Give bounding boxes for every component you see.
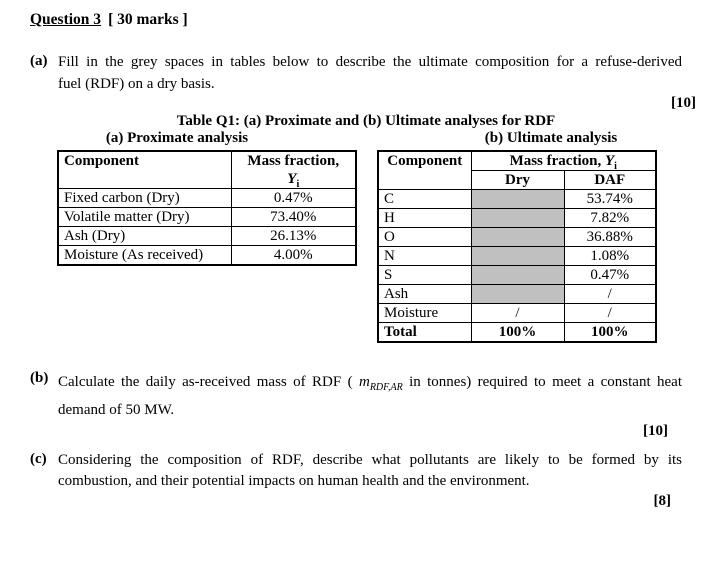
ultimate-component-cell: Moisture bbox=[377, 303, 472, 323]
yi-symbol: Y bbox=[287, 171, 297, 187]
ultimate-header-row-2: Dry DAF bbox=[378, 170, 657, 190]
question-heading: Question 3 [ 30 marks ] bbox=[30, 11, 188, 29]
ultimate-component-cell: O bbox=[377, 227, 472, 247]
mass-flow-subscript: RDF,AR bbox=[369, 382, 403, 393]
table-row: Fixed carbon (Dry) 0.47% bbox=[57, 188, 357, 208]
grey-fill-cell bbox=[470, 208, 565, 228]
mass-flow-symbol: m bbox=[358, 374, 370, 390]
part-b-line2: demand of 50 MW. bbox=[58, 402, 175, 418]
ultimate-component-cell: S bbox=[377, 265, 472, 285]
question-total-marks: [ 30 marks ] bbox=[108, 11, 188, 28]
table-row: S 0.47% bbox=[377, 265, 657, 285]
part-a-text: Fill in the grey spaces in tables below … bbox=[58, 51, 682, 95]
ultimate-component-cell: Ash bbox=[377, 284, 472, 304]
part-b-text: Calculate the daily as-received mass of … bbox=[58, 368, 682, 424]
part-c-line2: combustion, and their potential impacts … bbox=[58, 473, 530, 489]
table-row: Ash (Dry) 26.13% bbox=[57, 226, 357, 246]
yi-subscript: i bbox=[296, 179, 300, 190]
ultimate-daf-cell: 0.47% bbox=[563, 265, 657, 285]
ultimate-header-mass-fraction-text: Mass fraction, bbox=[509, 153, 605, 169]
table-row: Ash / bbox=[377, 284, 657, 304]
table-row: N 1.08% bbox=[377, 246, 657, 266]
ultimate-header-row-1: Component Mass fraction, Yi bbox=[377, 150, 657, 190]
grey-fill-cell bbox=[470, 189, 565, 209]
part-a-label: (a) bbox=[30, 53, 48, 69]
part-b-marks: [10] bbox=[643, 423, 668, 439]
grey-fill-cell bbox=[470, 284, 565, 304]
proximate-header-mass-fraction: Mass fraction, Yi bbox=[230, 150, 357, 190]
ultimate-daf-cell: / bbox=[563, 284, 657, 304]
grey-fill-cell bbox=[470, 227, 565, 247]
proximate-component-cell: Fixed carbon (Dry) bbox=[57, 188, 232, 208]
part-a-line1: Fill in the grey spaces in tables below … bbox=[58, 54, 682, 70]
table-row: Moisture (As received) 4.00% bbox=[57, 245, 357, 266]
proximate-component-cell: Volatile matter (Dry) bbox=[57, 207, 232, 227]
proximate-component-cell: Moisture (As received) bbox=[57, 245, 232, 266]
ultimate-daf-cell: / bbox=[563, 303, 657, 323]
proximate-header-row: Component Mass fraction, Yi bbox=[57, 150, 357, 190]
ultimate-daf-cell: 1.08% bbox=[563, 246, 657, 266]
table-row: O 36.88% bbox=[377, 227, 657, 247]
part-b-text-before-math: Calculate the daily as-received mass of … bbox=[58, 374, 359, 390]
ultimate-header-daf: DAF bbox=[563, 170, 657, 190]
proximate-value-cell: 26.13% bbox=[230, 226, 357, 246]
ultimate-dry-cell: / bbox=[470, 303, 565, 323]
proximate-component-cell: Ash (Dry) bbox=[57, 226, 232, 246]
proximate-value-cell: 4.00% bbox=[230, 245, 357, 266]
ultimate-header-mass-fraction: Mass fraction, Yi bbox=[470, 150, 657, 172]
question-title: Question 3 bbox=[30, 11, 102, 28]
total-row: Total 100% 100% bbox=[377, 322, 657, 343]
ultimate-analysis-table: Component Mass fraction, Yi Dry DAF C 53… bbox=[377, 150, 657, 343]
grey-fill-cell bbox=[470, 246, 565, 266]
table-q1-caption: Table Q1: (a) Proximate and (b) Ultimate… bbox=[176, 113, 556, 129]
ultimate-component-cell: N bbox=[377, 246, 472, 266]
part-a-line2: fuel (RDF) on a dry basis. bbox=[58, 76, 215, 92]
grey-fill-cell bbox=[470, 265, 565, 285]
proximate-table-caption: (a) Proximate analysis bbox=[105, 130, 249, 146]
ultimate-header-dry: Dry bbox=[470, 170, 565, 190]
part-c-line1: Considering the composition of RDF, desc… bbox=[58, 452, 682, 468]
ultimate-dry-cell: 100% bbox=[470, 322, 565, 343]
ultimate-table-caption: (b) Ultimate analysis bbox=[484, 130, 618, 146]
yi-symbol: Y bbox=[604, 153, 615, 169]
table-row: Moisture / / bbox=[377, 303, 657, 323]
part-c-marks: [8] bbox=[653, 493, 672, 509]
part-b-label: (b) bbox=[30, 370, 49, 386]
proximate-header-component: Component bbox=[57, 150, 232, 189]
ultimate-component-cell: Total bbox=[377, 322, 472, 343]
proximate-header-mass-fraction-line1: Mass fraction, bbox=[247, 153, 340, 169]
part-c-label: (c) bbox=[30, 451, 47, 467]
ultimate-daf-cell: 7.82% bbox=[563, 208, 657, 228]
part-a-marks: [10] bbox=[671, 95, 696, 111]
proximate-header-symbol-line: Yi bbox=[232, 170, 356, 190]
ultimate-daf-cell: 53.74% bbox=[563, 189, 657, 209]
table-row: Volatile matter (Dry) 73.40% bbox=[57, 207, 357, 227]
part-b-text-after-math: in tonnes) required to meet a constant h… bbox=[402, 374, 682, 390]
table-row: H 7.82% bbox=[377, 208, 657, 228]
ultimate-daf-cell: 100% bbox=[563, 322, 657, 343]
proximate-analysis-table: Component Mass fraction, Yi Fixed carbon… bbox=[57, 150, 357, 266]
proximate-value-cell: 73.40% bbox=[230, 207, 357, 227]
part-b-line1: Calculate the daily as-received mass of … bbox=[58, 368, 682, 396]
ultimate-component-cell: C bbox=[377, 189, 472, 209]
proximate-value-cell: 0.47% bbox=[230, 188, 357, 208]
yi-subscript: i bbox=[614, 161, 617, 172]
ultimate-daf-cell: 36.88% bbox=[563, 227, 657, 247]
ultimate-header-component: Component bbox=[377, 150, 472, 190]
part-c-text: Considering the composition of RDF, desc… bbox=[58, 450, 682, 492]
table-row: C 53.74% bbox=[377, 189, 657, 209]
ultimate-component-cell: H bbox=[377, 208, 472, 228]
